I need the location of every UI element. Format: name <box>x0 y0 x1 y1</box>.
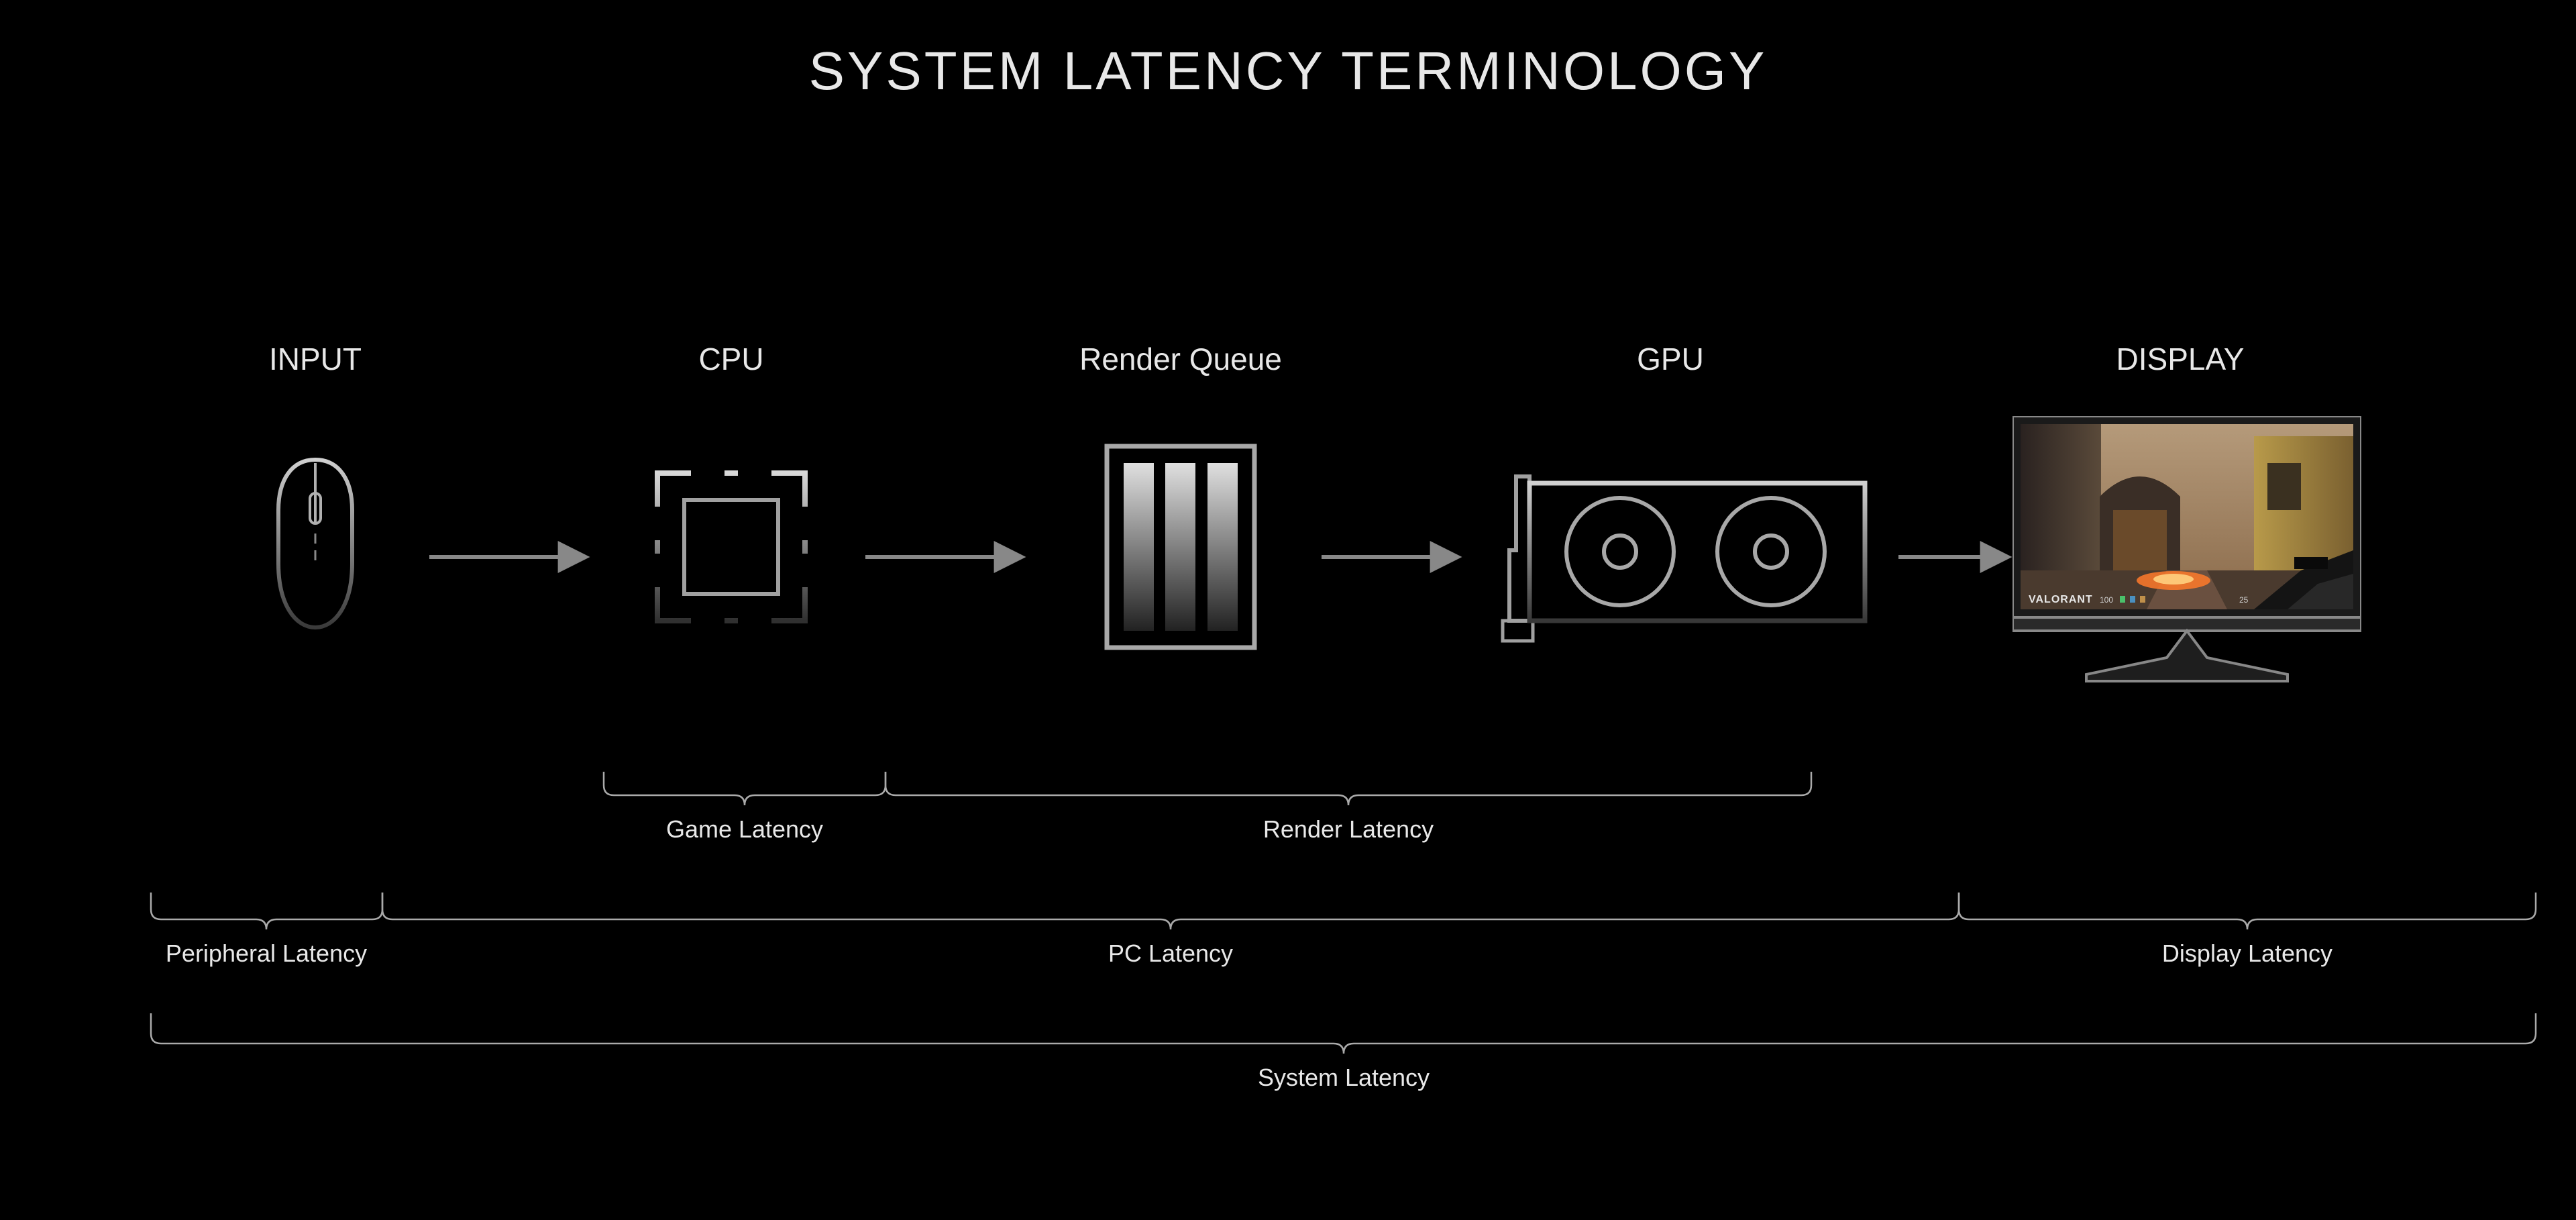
label-display-latency: Display Latency <box>2080 939 2415 968</box>
label-peripheral-latency: Peripheral Latency <box>99 939 434 968</box>
render-queue-icon <box>1100 440 1261 654</box>
mouse-icon <box>268 456 362 631</box>
page-title: SYSTEM LATENCY TERMINOLOGY <box>0 0 2576 102</box>
label-pc-latency: PC Latency <box>1003 939 1338 968</box>
stage-label-display: DISPLAY <box>2046 341 2314 377</box>
display-hud-left: 100 <box>2100 595 2113 605</box>
stage-label-input: INPUT <box>181 341 449 377</box>
display-hud-right: 25 <box>2239 595 2249 605</box>
display-icon: VALORANT 100 25 <box>2012 416 2361 684</box>
label-game-latency: Game Latency <box>577 815 912 844</box>
label-system-latency: System Latency <box>1176 1064 1511 1092</box>
cpu-icon <box>641 456 822 638</box>
stage-label-gpu: GPU <box>1536 341 1805 377</box>
stage-label-render-queue: Render Queue <box>1046 341 1315 377</box>
gpu-icon <box>1496 470 1872 644</box>
label-render-latency: Render Latency <box>1181 815 1516 844</box>
stage-label-cpu: CPU <box>597 341 865 377</box>
display-game-label: VALORANT <box>2029 594 2093 605</box>
